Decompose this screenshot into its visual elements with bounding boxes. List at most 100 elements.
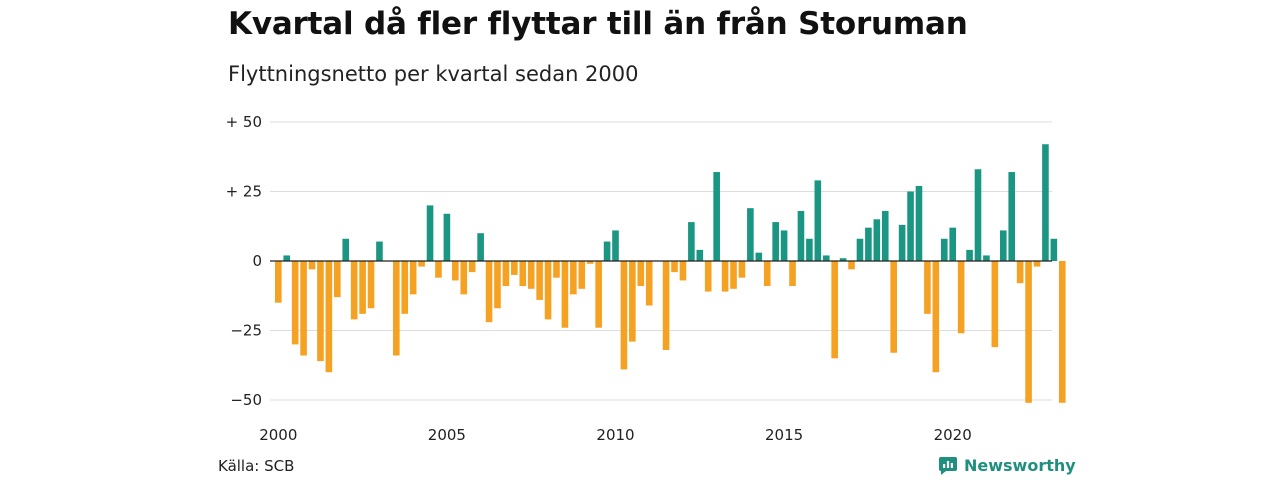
bar: [283, 255, 291, 261]
chart-subtitle: Flyttningsnetto per kvartal sedan 2000: [228, 62, 639, 86]
y-tick-label: + 25: [226, 183, 262, 201]
bar: [806, 238, 813, 261]
bar: [578, 261, 586, 289]
bar: [544, 261, 552, 320]
brand-name: Newsworthy: [964, 455, 1076, 475]
bar: [376, 241, 383, 261]
x-tick-label: 2010: [596, 426, 634, 444]
y-tick-label: −50: [230, 391, 262, 409]
bar: [696, 249, 704, 261]
bar: [713, 172, 720, 261]
bar: [932, 261, 940, 373]
bar: [772, 222, 779, 261]
bar: [957, 261, 965, 334]
bar: [991, 261, 999, 348]
bar: [856, 238, 864, 261]
source-note: Källa: SCB: [218, 457, 295, 475]
bar: [477, 233, 484, 261]
bar: [924, 261, 931, 314]
bar: [662, 261, 670, 350]
y-tick-label: + 50: [226, 113, 262, 131]
bar: [275, 261, 282, 303]
bar: [561, 261, 569, 328]
bar: [494, 261, 501, 309]
bar: [1016, 261, 1024, 284]
bar: [645, 261, 653, 306]
bar: [890, 261, 897, 353]
bar: [553, 261, 560, 278]
bar: [831, 261, 838, 359]
bar: [527, 261, 535, 289]
bar: [780, 230, 788, 261]
bar: [570, 261, 577, 295]
bar: [334, 261, 341, 298]
bar: [637, 261, 645, 287]
y-tick-label: 0: [252, 252, 262, 270]
bar: [763, 261, 771, 287]
bar: [468, 261, 476, 273]
bar: [1008, 172, 1016, 261]
bar: [317, 261, 324, 362]
bar: [409, 261, 417, 295]
bar: [418, 261, 425, 267]
x-tick-label: 2020: [934, 426, 972, 444]
bar: [502, 261, 510, 287]
bar: [797, 210, 805, 261]
bar: [730, 261, 737, 289]
bar: [721, 261, 729, 292]
bar: [822, 255, 830, 261]
bar: [671, 261, 678, 273]
bar: [966, 249, 973, 261]
bar: [435, 261, 442, 278]
bar: [586, 261, 594, 264]
bar: [974, 169, 982, 261]
bar: [300, 261, 307, 356]
bar: [511, 261, 518, 275]
bar: [485, 261, 493, 323]
bar: [881, 210, 889, 261]
bar: [873, 219, 881, 261]
bar: [1025, 261, 1032, 403]
bar: [460, 261, 468, 295]
bar: [452, 261, 459, 281]
bar: [999, 230, 1007, 261]
bar: [755, 252, 763, 261]
bar: [949, 227, 956, 261]
bar: [1050, 238, 1058, 261]
newsworthy-logo-icon: [939, 457, 957, 475]
bar: [603, 241, 611, 261]
y-tick-label: −25: [230, 322, 262, 340]
bar: [342, 238, 350, 261]
bar: [536, 261, 543, 300]
x-tick-label: 2000: [259, 426, 297, 444]
bar: [443, 213, 451, 261]
bar: [907, 191, 914, 261]
bar: [350, 261, 358, 320]
bar: [747, 208, 754, 261]
brand-logo: Newsworthy: [938, 455, 1076, 475]
bar: [865, 227, 872, 261]
bar: [595, 261, 602, 328]
bar: [359, 261, 366, 314]
bar: [612, 230, 619, 261]
bar: [325, 261, 333, 373]
bar: [898, 224, 906, 261]
bar: [704, 261, 712, 292]
bar: [738, 261, 746, 278]
bar: [519, 261, 527, 287]
bar: [915, 185, 923, 261]
bar: [426, 205, 434, 261]
bar: [1058, 261, 1066, 403]
bar: [401, 261, 409, 314]
bar: [1033, 261, 1041, 267]
bar: [814, 180, 822, 261]
bar: [789, 261, 796, 287]
bar: [620, 261, 628, 370]
bar: [839, 258, 847, 261]
bar: [291, 261, 299, 345]
bar: [629, 261, 636, 342]
bar: [679, 261, 687, 281]
bar: [983, 255, 990, 261]
bar: [1042, 144, 1049, 261]
